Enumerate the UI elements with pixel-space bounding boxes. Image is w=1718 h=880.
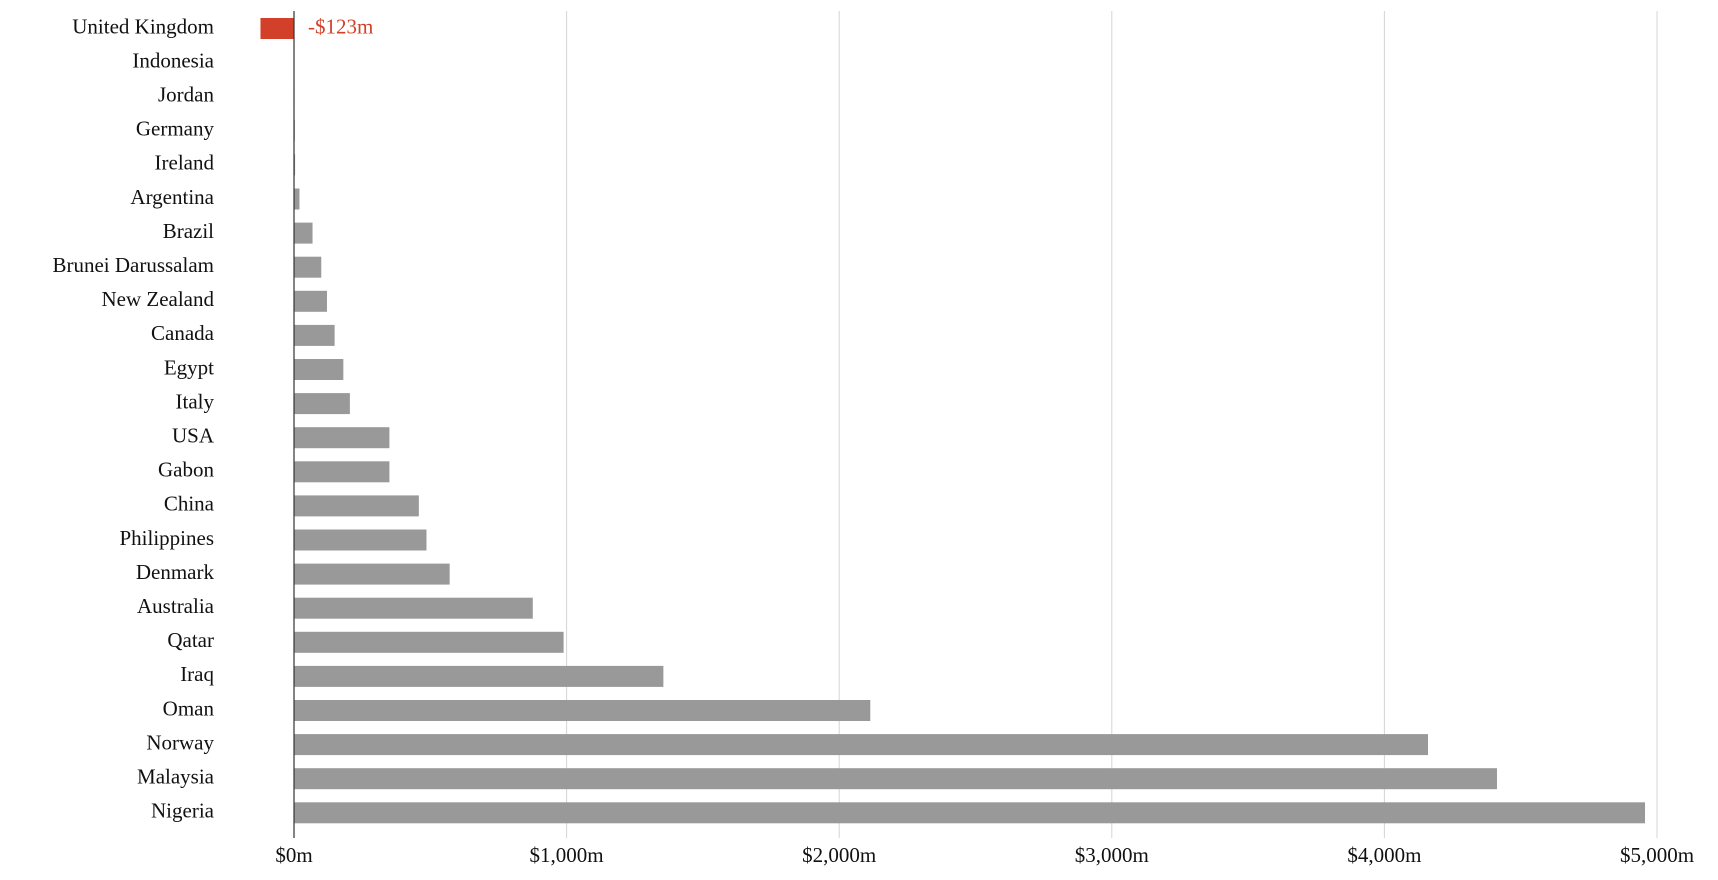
y-tick-label: Italy <box>176 389 215 413</box>
y-tick-label: Egypt <box>164 355 214 379</box>
bar <box>294 665 664 687</box>
y-tick-label: Indonesia <box>132 48 214 72</box>
y-tick-label: Germany <box>136 117 215 141</box>
y-tick-label: Philippines <box>119 526 214 550</box>
y-tick-label: Argentina <box>130 185 214 209</box>
y-tick-label: Jordan <box>158 83 214 107</box>
bar <box>294 427 390 449</box>
y-tick-label: Norway <box>146 730 214 754</box>
bar <box>294 597 533 619</box>
y-tick-label: New Zealand <box>101 287 214 311</box>
y-tick-label: Brunei Darussalam <box>52 253 214 277</box>
y-tick-label: Denmark <box>136 560 215 584</box>
bar <box>294 324 335 346</box>
bar <box>294 529 427 551</box>
bar <box>294 393 350 415</box>
bar <box>294 563 450 585</box>
y-tick-label: Nigeria <box>151 799 215 823</box>
x-tick-label: $3,000m <box>1075 843 1149 867</box>
data-label: -$123m <box>308 14 373 38</box>
y-tick-label: Iraq <box>180 662 214 686</box>
bar <box>294 631 564 653</box>
bar <box>294 768 1497 790</box>
bar <box>294 188 300 210</box>
bar <box>294 495 419 517</box>
bar <box>294 802 1646 824</box>
y-tick-label: Canada <box>151 321 215 345</box>
y-tick-label: Brazil <box>163 219 214 243</box>
x-tick-label: $4,000m <box>1347 843 1421 867</box>
x-tick-label: $0m <box>275 843 312 867</box>
bar <box>294 734 1429 756</box>
y-tick-label: United Kingdom <box>72 14 214 38</box>
y-tick-label: Australia <box>137 594 215 618</box>
bar <box>294 700 871 721</box>
y-tick-label: Gabon <box>158 458 214 482</box>
y-tick-label: Oman <box>163 696 215 720</box>
x-tick-label: $5,000m <box>1620 843 1694 867</box>
y-tick-label: Qatar <box>167 628 214 652</box>
bar <box>294 222 313 244</box>
y-tick-label: Malaysia <box>137 765 215 789</box>
y-tick-label: China <box>164 492 215 516</box>
bar <box>294 290 327 312</box>
y-tick-label: Ireland <box>155 151 215 175</box>
bar <box>294 359 344 380</box>
bar <box>260 18 294 39</box>
x-tick-label: $2,000m <box>802 843 876 867</box>
bar <box>294 256 322 278</box>
bar <box>294 461 390 483</box>
y-tick-label: USA <box>172 424 215 448</box>
x-tick-label: $1,000m <box>530 843 604 867</box>
